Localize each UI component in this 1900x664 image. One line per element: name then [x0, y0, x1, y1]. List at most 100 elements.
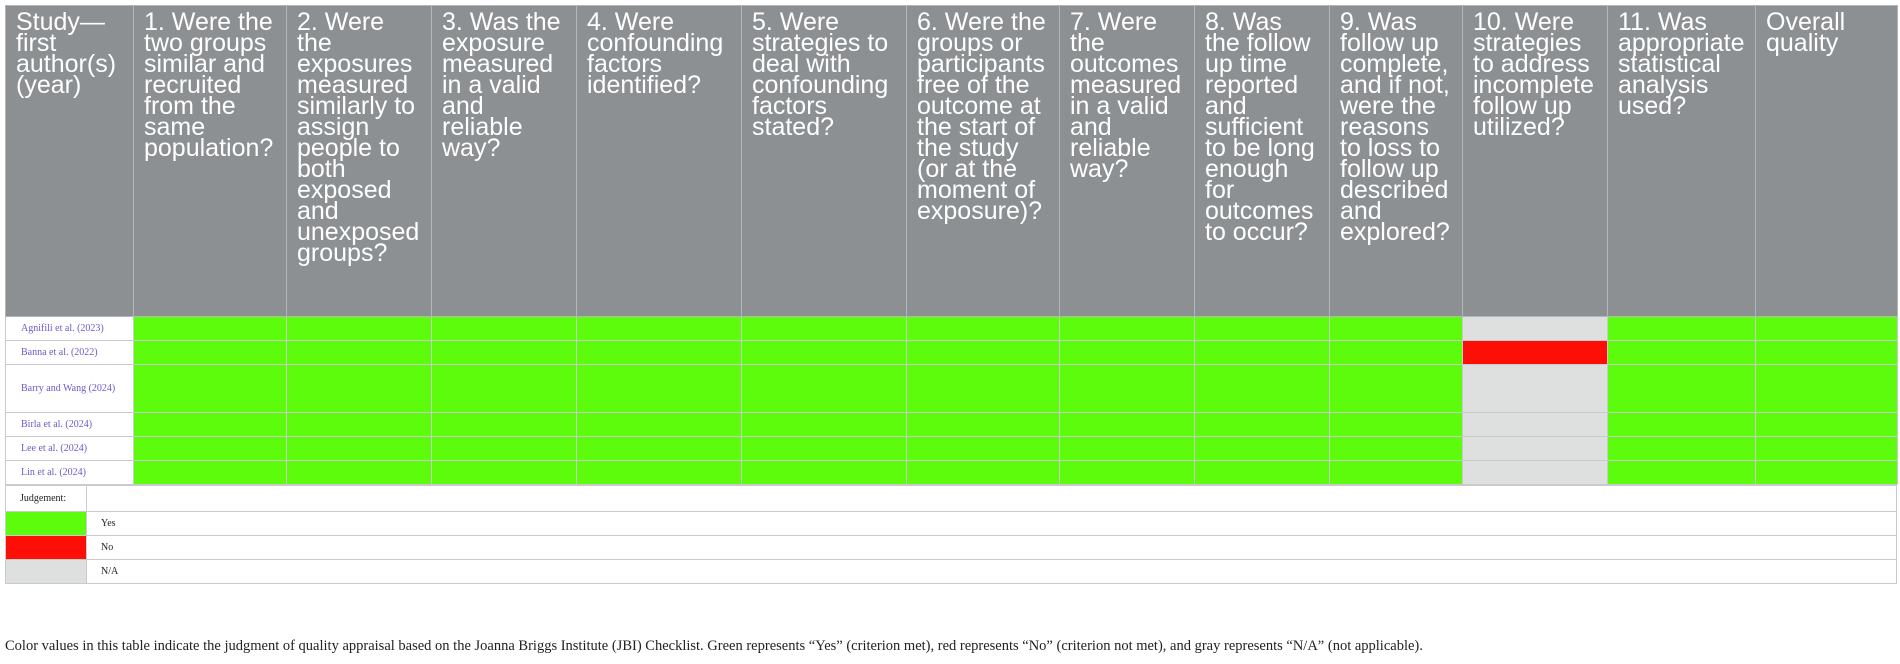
header-q8: 8. Was the follow up time reported and s…: [1194, 5, 1330, 317]
study-cell[interactable]: Banna et al. (2022): [5, 340, 134, 365]
judgment-cell: [133, 436, 287, 461]
judgment-cell: [576, 316, 742, 341]
judgment-cell: [1194, 436, 1330, 461]
header-q9: 9. Was follow up complete, and if not, w…: [1329, 5, 1463, 317]
judgment-cell: [906, 412, 1060, 437]
judgment-cell: [286, 436, 432, 461]
judgment-cell: [1329, 436, 1463, 461]
judgment-cell: [286, 316, 432, 341]
judgment-cell: [133, 412, 287, 437]
judgment-cell: [1462, 412, 1608, 437]
judgment-cell: [1194, 460, 1330, 485]
judgment-cell: [1329, 364, 1463, 413]
legend-row-yes: Yes: [5, 511, 1897, 536]
header-study: Study—first author(s) (year): [5, 5, 134, 317]
judgment-cell: [1462, 436, 1608, 461]
legend-table: Judgement: Yes No N/A: [5, 485, 1897, 584]
study-cell[interactable]: Lin et al. (2024): [5, 460, 134, 485]
judgment-cell: [1607, 364, 1756, 413]
judgment-cell: [741, 316, 907, 341]
judgment-cell: [576, 460, 742, 485]
legend-title-spacer: [86, 485, 1897, 512]
study-cell[interactable]: Birla et al. (2024): [5, 412, 134, 437]
judgment-cell: [286, 460, 432, 485]
judgment-cell: [1462, 340, 1608, 365]
judgment-cell: [906, 316, 1060, 341]
legend-row-na: N/A: [5, 559, 1897, 584]
study-cell[interactable]: Lee et al. (2024): [5, 436, 134, 461]
judgment-cell: [576, 364, 742, 413]
study-cell[interactable]: Agnifili et al. (2023): [5, 316, 134, 341]
judgment-cell: [1462, 460, 1608, 485]
judgment-cell: [1194, 340, 1330, 365]
header-q2: 2. Were the exposures measured similarly…: [286, 5, 432, 317]
judgment-cell: [1462, 364, 1608, 413]
table-body: Agnifili et al. (2023) Banna et al. (2022…: [5, 316, 1898, 485]
judgment-cell: [431, 340, 577, 365]
judgment-cell: [1059, 460, 1195, 485]
legend-swatch-yes: [5, 511, 87, 536]
judgment-cell: [1607, 340, 1756, 365]
judgment-cell: [286, 340, 432, 365]
table-row: Lin et al. (2024): [5, 460, 1898, 485]
judgment-cell: [576, 436, 742, 461]
table-row: Birla et al. (2024): [5, 412, 1898, 437]
table-row: Agnifili et al. (2023): [5, 316, 1898, 341]
judgment-cell: [1194, 316, 1330, 341]
legend-row-no: No: [5, 535, 1897, 560]
judgment-cell: [1329, 340, 1463, 365]
judgment-cell: [1329, 412, 1463, 437]
header-q11: 11. Was appropriate statistical analysis…: [1607, 5, 1756, 317]
header-q6: 6. Were the groups or participants free …: [906, 5, 1060, 317]
legend-label-no: No: [86, 535, 1897, 560]
judgment-cell: [1755, 460, 1898, 485]
judgment-cell: [1755, 436, 1898, 461]
legend-swatch-no: [5, 535, 87, 560]
header-q4: 4. Were confounding factors identified?: [576, 5, 742, 317]
judgment-cell: [576, 412, 742, 437]
judgment-cell: [1059, 340, 1195, 365]
judgment-cell: [133, 340, 287, 365]
header-overall: Overall quality: [1755, 5, 1898, 317]
judgment-cell: [906, 460, 1060, 485]
judgment-cell: [1755, 412, 1898, 437]
judgment-cell: [286, 364, 432, 413]
judgment-cell: [741, 364, 907, 413]
study-cell[interactable]: Barry and Wang (2024): [5, 364, 134, 413]
judgment-cell: [1059, 364, 1195, 413]
judgment-cell: [906, 436, 1060, 461]
judgment-cell: [1755, 364, 1898, 413]
header-q1: 1. Were the two groups similar and recru…: [133, 5, 287, 317]
judgment-cell: [906, 364, 1060, 413]
judgment-cell: [741, 436, 907, 461]
judgment-cell: [1059, 316, 1195, 341]
table-row: Barry and Wang (2024): [5, 364, 1898, 413]
table-row: Lee et al. (2024): [5, 436, 1898, 461]
judgment-cell: [431, 460, 577, 485]
judgment-cell: [431, 364, 577, 413]
judgment-cell: [1607, 412, 1756, 437]
legend-title-row: Judgement:: [5, 485, 1897, 512]
judgment-cell: [133, 316, 287, 341]
legend-label-yes: Yes: [86, 511, 1897, 536]
judgment-cell: [741, 340, 907, 365]
table-caption: Color values in this table indicate the …: [5, 638, 1423, 654]
judgment-cell: [1059, 412, 1195, 437]
judgment-cell: [1607, 316, 1756, 341]
judgment-cell: [1462, 316, 1608, 341]
judgment-cell: [906, 340, 1060, 365]
judgment-cell: [1059, 436, 1195, 461]
judgment-cell: [1607, 436, 1756, 461]
judgment-cell: [1194, 412, 1330, 437]
judgment-cell: [1329, 460, 1463, 485]
judgment-cell: [1755, 340, 1898, 365]
judgment-cell: [1194, 364, 1330, 413]
header-q7: 7. Were the outcomes measured in a valid…: [1059, 5, 1195, 317]
header-q5: 5. Were strategies to deal with confound…: [741, 5, 907, 317]
judgment-cell: [741, 460, 907, 485]
judgment-cell: [1755, 316, 1898, 341]
legend-title: Judgement:: [5, 485, 87, 512]
header-q10: 10. Were strategies to address incomplet…: [1462, 5, 1608, 317]
table-row: Banna et al. (2022): [5, 340, 1898, 365]
quality-appraisal-container: Study—first author(s) (year) 1. Were the…: [5, 5, 1898, 584]
